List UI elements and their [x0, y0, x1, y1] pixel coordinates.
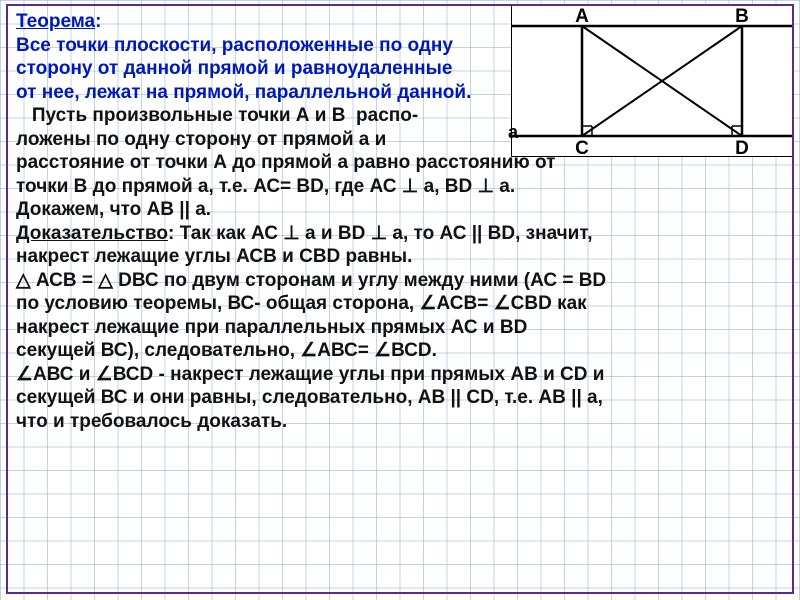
proof-line-6: секущей ВС), следовательно, ∠АВС= ∠ВСD. [16, 339, 784, 363]
svg-text:D: D [735, 138, 749, 156]
angle-icon: ∠ [494, 293, 511, 314]
angle-icon: ∠ [16, 364, 33, 385]
perp-icon: ⊥ [402, 176, 419, 197]
geometry-figure: a A B C D [511, 6, 792, 157]
proof-line-2: накрест лежащие углы АСВ и СВD равны. [16, 245, 784, 269]
line-a-label: a [508, 122, 518, 143]
perp-icon: ⊥ [283, 223, 300, 244]
figure-svg: A B C D [512, 6, 792, 156]
proof-line-7: ∠АВС и ∠ВСD - накрест лежащие углы при п… [16, 363, 784, 387]
proof-label: Доказательство [16, 223, 168, 244]
angle-icon: ∠ [300, 340, 317, 361]
setup-line-5: Докажем, что АВ || а. [16, 198, 784, 222]
proof-line-3: △ АСВ = △ DВС по двум сторонам и углу ме… [16, 269, 784, 293]
perp-icon: ⊥ [371, 223, 388, 244]
proof-line-9: что и требовалось доказать. [16, 410, 784, 434]
theorem-label: Теорема [16, 11, 95, 32]
proof-line-5: накрест лежащие при параллельных прямых … [16, 316, 784, 340]
svg-text:A: A [575, 6, 589, 27]
svg-text:C: C [575, 138, 589, 156]
proof-line-1: Доказательство: Так как АС ⊥ а и ВD ⊥ а,… [16, 222, 784, 246]
angle-icon: ∠ [374, 340, 391, 361]
proof-line-4: по условию теоремы, ВС- общая сторона, ∠… [16, 292, 784, 316]
svg-text:B: B [735, 6, 749, 27]
setup-line-4: точки В до прямой а, т.е. АС= ВD, где АС… [16, 175, 784, 199]
perp-icon: ⊥ [477, 176, 494, 197]
triangle-icon: △ [98, 270, 113, 291]
angle-icon: ∠ [419, 293, 436, 314]
proof-line-8: секущей ВС и они равны, следовательно, А… [16, 386, 784, 410]
colon: : [95, 11, 101, 32]
triangle-icon: △ [16, 270, 31, 291]
angle-icon: ∠ [96, 364, 113, 385]
